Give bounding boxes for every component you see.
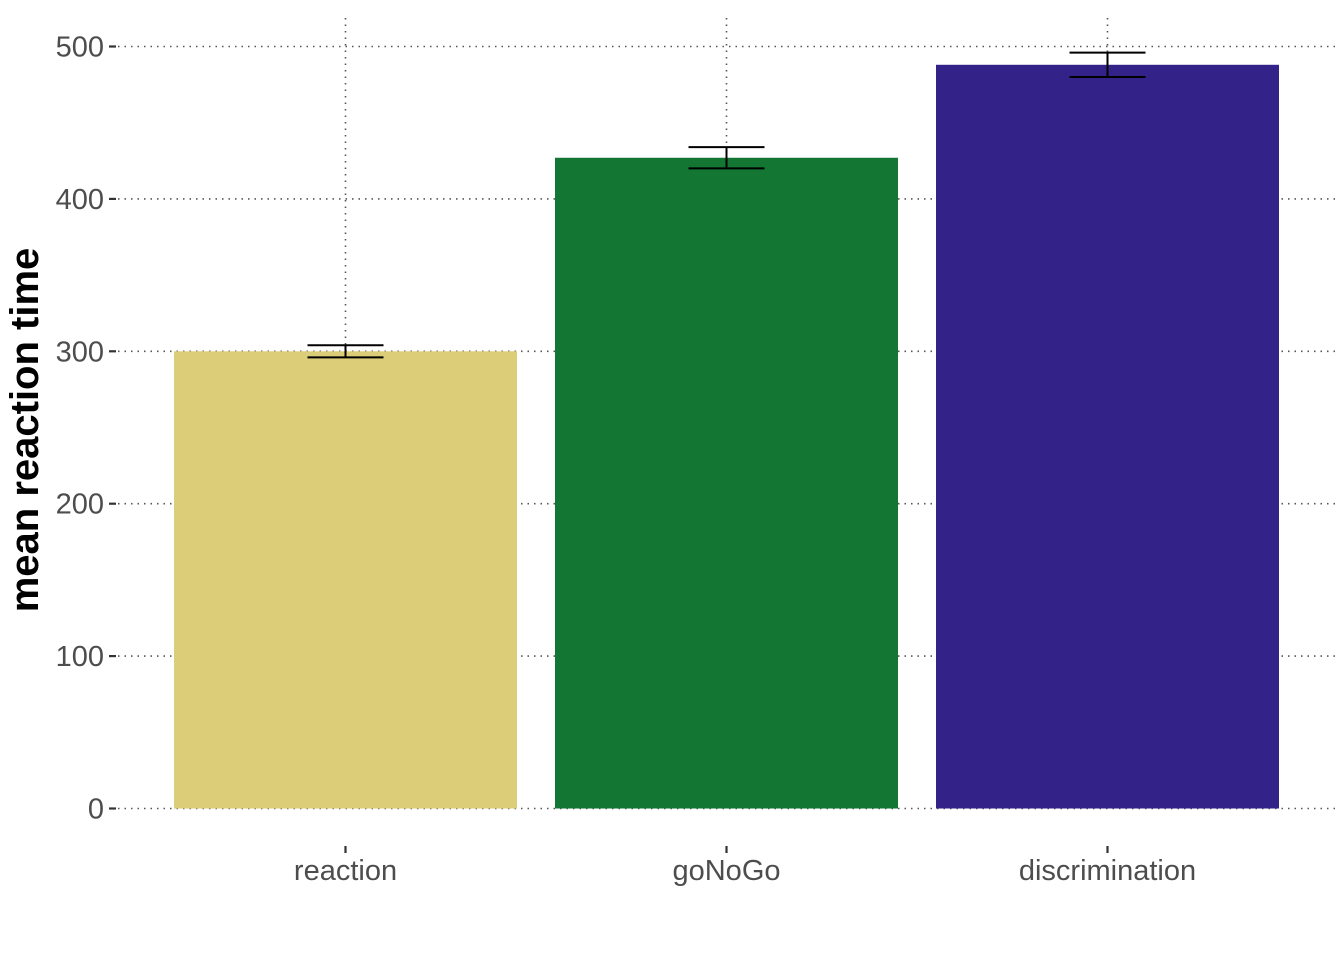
y-axis-title: mean reaction time <box>3 248 47 613</box>
error-bar-goNoGo <box>688 146 765 170</box>
y-tick-label: 200 <box>56 489 104 521</box>
bar-reaction <box>174 351 517 809</box>
bars <box>174 64 1279 809</box>
axes: 0 100 200 300 400 500 reaction goNoGo discrimina… <box>56 32 1197 888</box>
error-bars <box>307 51 1146 359</box>
y-tick-label: 100 <box>56 641 104 673</box>
error-bar-reaction <box>307 344 384 359</box>
y-tick-label: 400 <box>56 184 104 216</box>
x-tick-label: goNoGo <box>672 855 780 887</box>
bar-goNoGo <box>555 157 898 809</box>
y-tick-label: 300 <box>56 336 104 368</box>
y-tick-label: 500 <box>56 32 104 64</box>
x-tick-label: discrimination <box>1019 855 1196 887</box>
x-tick-label: reaction <box>294 855 397 887</box>
error-bar-discrimination <box>1069 51 1146 78</box>
y-tick-label: 0 <box>88 794 104 826</box>
bar-discrimination <box>936 64 1279 809</box>
